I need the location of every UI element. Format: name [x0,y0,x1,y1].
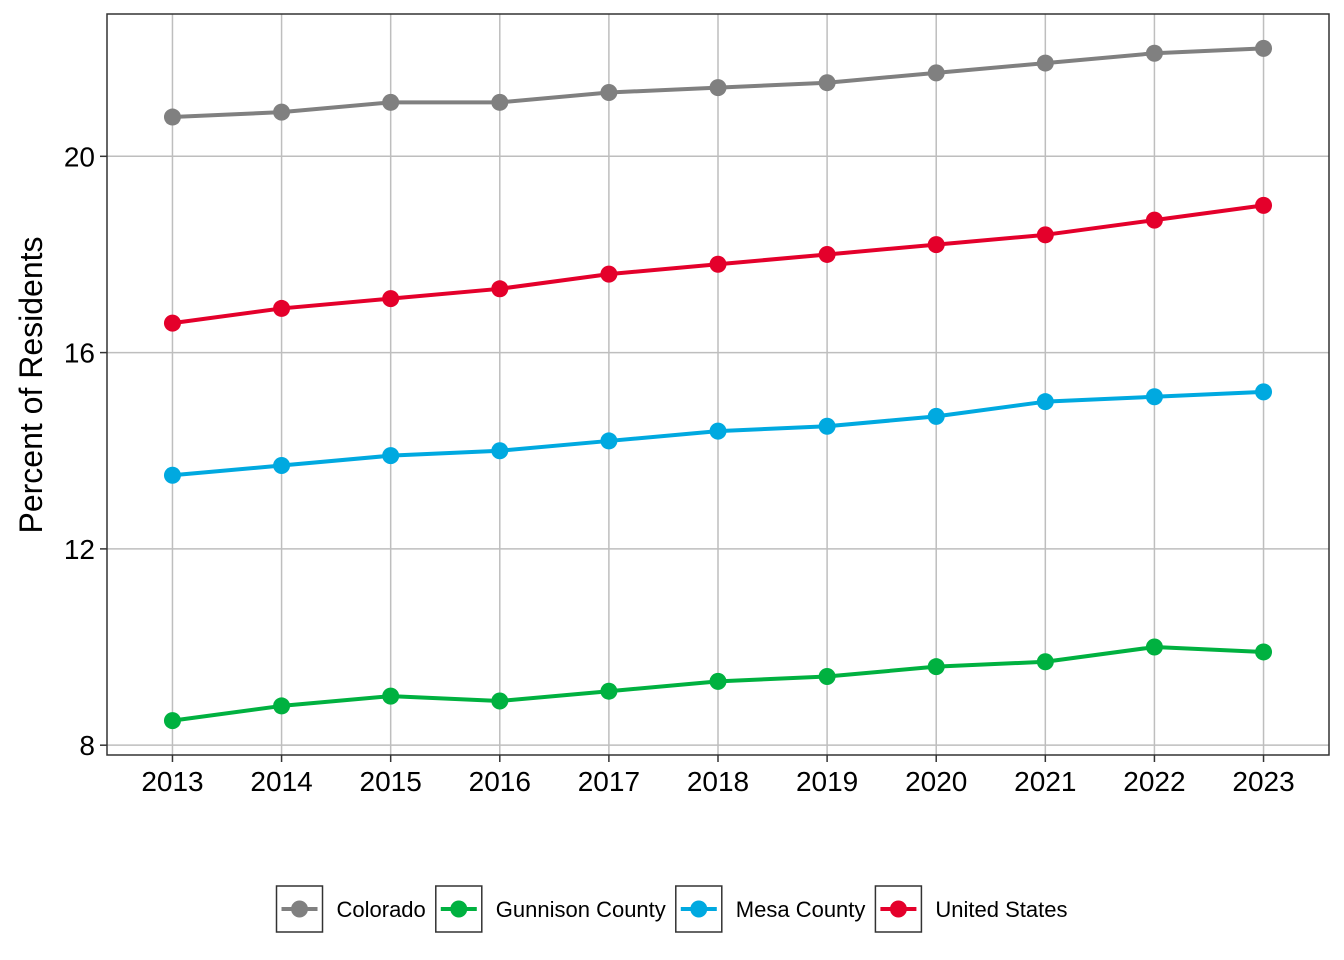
data-point-gunnison-county [163,712,181,730]
legend-item: Gunnison County [435,885,666,933]
data-point-gunnison-county [1036,653,1054,671]
data-point-gunnison-county [600,682,618,700]
data-point-united-states [1255,196,1273,214]
legend-label: Mesa County [736,897,866,922]
data-point-united-states [600,265,618,283]
legend-label: Colorado [337,897,426,922]
data-point-mesa-county [273,456,291,474]
data-point-colorado [600,84,618,102]
data-point-colorado [927,64,945,82]
legend-key-point [450,900,468,918]
data-point-colorado [818,74,836,92]
legend-label: Gunnison County [496,897,666,922]
x-tick-label: 2016 [469,766,531,797]
legend-item: Mesa County [675,885,866,933]
x-tick-label: 2020 [905,766,967,797]
data-point-mesa-county [163,466,181,484]
x-tick-label: 2021 [1014,766,1076,797]
data-point-united-states [273,299,291,317]
y-tick-label: 8 [79,730,95,761]
data-point-gunnison-county [273,697,291,715]
data-point-colorado [163,108,181,126]
x-tick-label: 2017 [578,766,640,797]
data-point-gunnison-county [382,687,400,705]
axes: 2013 2014 2015 2016 2017 2018 2019 2020 2021 2022… [64,141,1295,797]
data-point-united-states [818,245,836,263]
legend: Colorado Gunnison County Mesa County United… [275,885,1067,933]
data-point-united-states [1036,226,1054,244]
data-point-united-states [709,255,727,273]
series-gunnison-county [163,638,1273,730]
x-tick-label: 2013 [141,766,203,797]
data-point-colorado [382,93,400,111]
data-point-colorado [1255,39,1273,57]
data-point-colorado [709,79,727,97]
legend-item: United States [874,885,1067,933]
x-tick-label: 2019 [796,766,858,797]
data-point-gunnison-county [709,672,727,690]
legend-label: United States [935,897,1067,922]
data-point-united-states [927,236,945,254]
data-point-mesa-county [709,422,727,440]
data-point-mesa-county [491,442,509,460]
data-point-gunnison-county [927,658,945,676]
y-tick-label: 16 [64,338,95,369]
data-point-mesa-county [1036,393,1054,411]
data-point-mesa-county [1255,383,1273,401]
series [163,39,1273,730]
data-point-colorado [273,103,291,121]
data-point-mesa-county [927,407,945,425]
data-point-gunnison-county [491,692,509,710]
data-point-mesa-county [382,447,400,465]
legend-key-point [291,900,309,918]
x-tick-label: 2015 [360,766,422,797]
data-point-united-states [382,290,400,308]
data-point-gunnison-county [818,667,836,685]
data-point-united-states [163,314,181,332]
data-point-mesa-county [818,417,836,435]
legend-key-point [690,900,708,918]
data-point-united-states [491,280,509,298]
x-tick-label: 2022 [1123,766,1185,797]
data-point-colorado [1036,54,1054,72]
y-axis-title: Percent of Residents [13,236,49,533]
data-point-mesa-county [600,432,618,450]
x-tick-label: 2018 [687,766,749,797]
series-colorado [163,39,1273,126]
series-united-states [163,196,1273,332]
legend-item: Colorado [275,885,426,933]
grid [107,14,1329,755]
data-point-united-states [1145,211,1163,229]
data-point-colorado [491,93,509,111]
data-point-gunnison-county [1145,638,1163,656]
x-tick-label: 2014 [250,766,312,797]
series-mesa-county [163,383,1273,484]
data-point-mesa-county [1145,388,1163,406]
y-tick-label: 12 [64,534,95,565]
data-point-gunnison-county [1255,643,1273,661]
x-tick-label: 2023 [1232,766,1294,797]
data-point-colorado [1145,44,1163,62]
legend-key-point [889,900,907,918]
y-tick-label: 20 [64,141,95,172]
